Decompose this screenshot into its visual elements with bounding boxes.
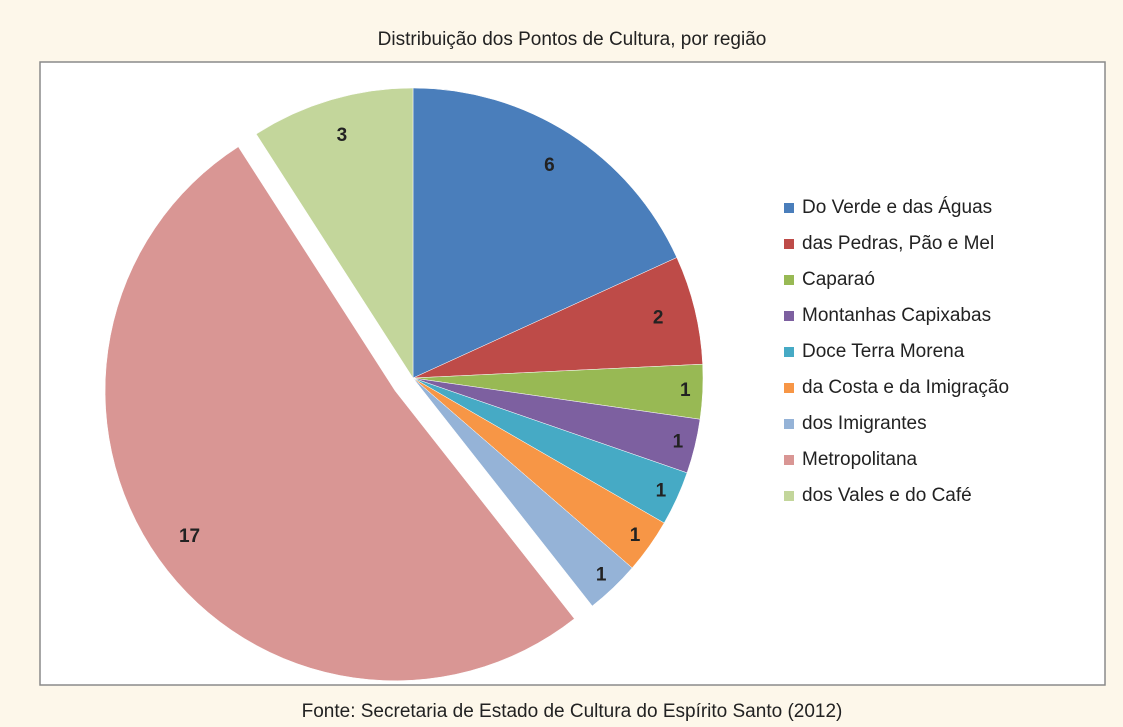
legend-label: Metropolitana [802, 449, 918, 470]
data-label: 6 [544, 155, 555, 176]
legend-swatch [784, 311, 794, 321]
chart-title: Distribuição dos Pontos de Cultura, por … [378, 29, 767, 50]
data-label: 1 [596, 564, 607, 585]
legend-swatch [784, 203, 794, 213]
pie-slice [412, 87, 678, 379]
source-note: Fonte: Secretaria de Estado de Cultura d… [302, 701, 843, 722]
legend-label: Doce Terra Morena [802, 341, 965, 362]
pie-slice [104, 146, 575, 681]
data-label: 2 [653, 308, 664, 329]
legend-swatch [784, 347, 794, 357]
legend-label: Do Verde e das Águas [802, 197, 992, 218]
legend-label: Montanhas Capixabas [802, 305, 991, 326]
data-label: 1 [630, 525, 641, 546]
data-label: 1 [680, 380, 691, 401]
legend-label: dos Vales e do Café [802, 485, 972, 506]
pie-slice [412, 377, 633, 607]
legend-swatch [784, 455, 794, 465]
data-label: 17 [179, 526, 200, 547]
data-label: 3 [337, 125, 348, 146]
data-label: 1 [673, 431, 684, 452]
pie-slice [255, 87, 414, 379]
legend-label: dos Imigrantes [802, 413, 927, 434]
data-label: 1 [656, 480, 667, 501]
legend-swatch [784, 239, 794, 249]
legend-swatch [784, 275, 794, 285]
legend-label: Caparaó [802, 269, 875, 290]
legend-swatch [784, 383, 794, 393]
legend-label: da Costa e da Imigração [802, 377, 1009, 398]
legend-swatch [784, 491, 794, 501]
legend-swatch [784, 419, 794, 429]
legend-label: das Pedras, Pão e Mel [802, 233, 994, 254]
